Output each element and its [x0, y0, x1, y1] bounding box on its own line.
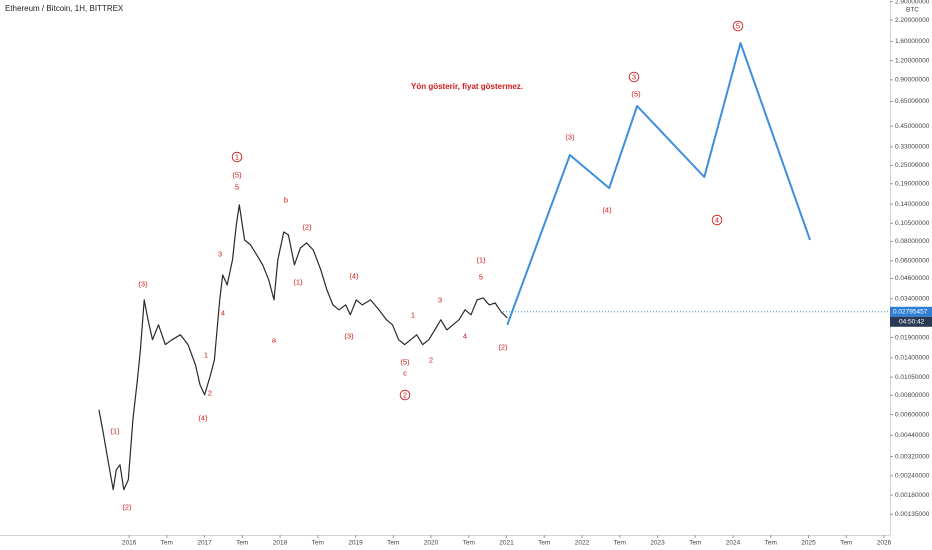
x-tick-label: Tem	[689, 540, 701, 547]
y-tick-label: 0.06000000	[895, 257, 930, 264]
y-tick-label: 1.60000000	[895, 38, 930, 45]
y-tick-label: 0.01400000	[895, 355, 930, 362]
y-tick-label: 0.00320000	[895, 453, 930, 460]
countdown-label: 04:50:42	[899, 318, 925, 325]
wave-label: 3	[438, 295, 442, 304]
wave-label: 2	[403, 390, 407, 399]
wave-label: 2	[208, 388, 212, 397]
x-tick-label: 2025	[801, 540, 816, 547]
x-tick-label: Tem	[161, 540, 173, 547]
wave-label: 4	[715, 215, 719, 224]
wave-label: (3)	[344, 331, 354, 340]
wave-label: 4	[463, 331, 467, 340]
y-tick-label: 0.00600000	[895, 411, 930, 418]
y-tick-label: 0.45000000	[895, 123, 930, 130]
wave-label: 3	[218, 249, 222, 258]
wave-label: 5	[736, 21, 740, 30]
wave-circle	[732, 20, 744, 32]
chart-title: Ethereum / Bitcoin, 1H, BITTREX	[5, 4, 124, 13]
wave-label: (3)	[138, 279, 148, 288]
wave-circle	[399, 389, 411, 401]
wave-label: 1	[235, 152, 239, 161]
wave-label: (2)	[498, 342, 508, 351]
wave-label: (1)	[293, 277, 303, 286]
series-line	[98, 204, 508, 491]
y-tick-label: 0.03400000	[895, 295, 930, 302]
wave-label: 4	[221, 308, 225, 317]
x-tick-label: Tem	[236, 540, 248, 547]
wave-label: (1)	[476, 255, 486, 264]
wave-label: a	[272, 335, 277, 344]
wave-label: (4)	[602, 205, 612, 214]
wave-label: 5	[235, 182, 239, 191]
y-tick-label: 0.01900000	[895, 334, 930, 341]
wave-label: 3	[632, 72, 636, 81]
x-tick-label: 2024	[726, 540, 741, 547]
price-unit: BTC	[906, 7, 919, 14]
x-tick-label: Tem	[387, 540, 399, 547]
wave-label: (4)	[349, 271, 359, 280]
x-tick-label: 2023	[650, 540, 665, 547]
y-tick-label: 0.00800000	[895, 392, 930, 399]
y-tick-label: 0.33000000	[895, 144, 930, 151]
wave-circle	[711, 214, 723, 226]
wave-label: b	[284, 195, 288, 204]
wave-label: (1)	[110, 426, 120, 435]
y-tick-label: 0.14000000	[895, 201, 930, 208]
x-tick-label: 2017	[197, 540, 212, 547]
x-tick-label: 2021	[499, 540, 514, 547]
note: Yön gösterir, fiyat göstermez.	[411, 82, 523, 91]
wave-label: (2)	[122, 502, 132, 511]
y-tick-label: 0.04600000	[895, 275, 930, 282]
wave-circle	[231, 151, 243, 163]
x-tick-label: Tem	[463, 540, 475, 547]
wave-label: (5)	[400, 357, 410, 366]
y-tick-label: 0.65000000	[895, 98, 930, 105]
y-tick-label: 0.10500000	[895, 220, 930, 227]
x-tick-label: 2018	[273, 540, 288, 547]
y-tick-label: 0.90000000	[895, 76, 930, 83]
y-tick-label: 0.00440000	[895, 432, 930, 439]
y-tick-label: 0.19000000	[895, 180, 930, 187]
wave-label: 1	[204, 350, 208, 359]
x-tick-label: Tem	[614, 540, 626, 547]
wave-label: 1	[411, 310, 415, 319]
wave-circle	[628, 71, 640, 83]
wave-label: (5)	[232, 170, 242, 179]
y-tick-label: 0.00240000	[895, 473, 930, 480]
last-price-tag	[890, 306, 932, 317]
y-tick-label: 2.90000000	[895, 0, 930, 5]
x-tick-label: 2022	[575, 540, 590, 547]
x-tick-label: Tem	[538, 540, 550, 547]
wave-label: c	[403, 368, 407, 377]
y-tick-label: 0.00135000	[895, 511, 930, 518]
y-tick-label: 0.08000000	[895, 238, 930, 245]
wave-label: (4)	[198, 413, 208, 422]
wave-label: (5)	[631, 89, 641, 98]
series-line	[506, 42, 811, 326]
y-tick-label: 0.01050000	[895, 374, 930, 381]
y-tick-label: 2.20000000	[895, 17, 930, 24]
wave-label: 5	[479, 272, 483, 281]
x-tick-label: 2019	[348, 540, 363, 547]
x-tick-label: 2026	[877, 540, 892, 547]
y-tick-label: 0.25000000	[895, 162, 930, 169]
x-tick-label: Tem	[840, 540, 852, 547]
x-tick-label: Tem	[765, 540, 777, 547]
wave-label: (2)	[302, 222, 312, 231]
x-tick-label: 2020	[424, 540, 439, 547]
y-tick-label: 0.00180000	[895, 492, 930, 499]
wave-label: (3)	[565, 132, 575, 141]
x-tick-label: 2016	[122, 540, 137, 547]
countdown-tag	[890, 316, 932, 327]
y-tick-label: 1.20000000	[895, 57, 930, 64]
x-tick-label: Tem	[312, 540, 324, 547]
wave-label: 2	[429, 355, 433, 364]
last-price-label: 0.02795457	[893, 308, 928, 315]
